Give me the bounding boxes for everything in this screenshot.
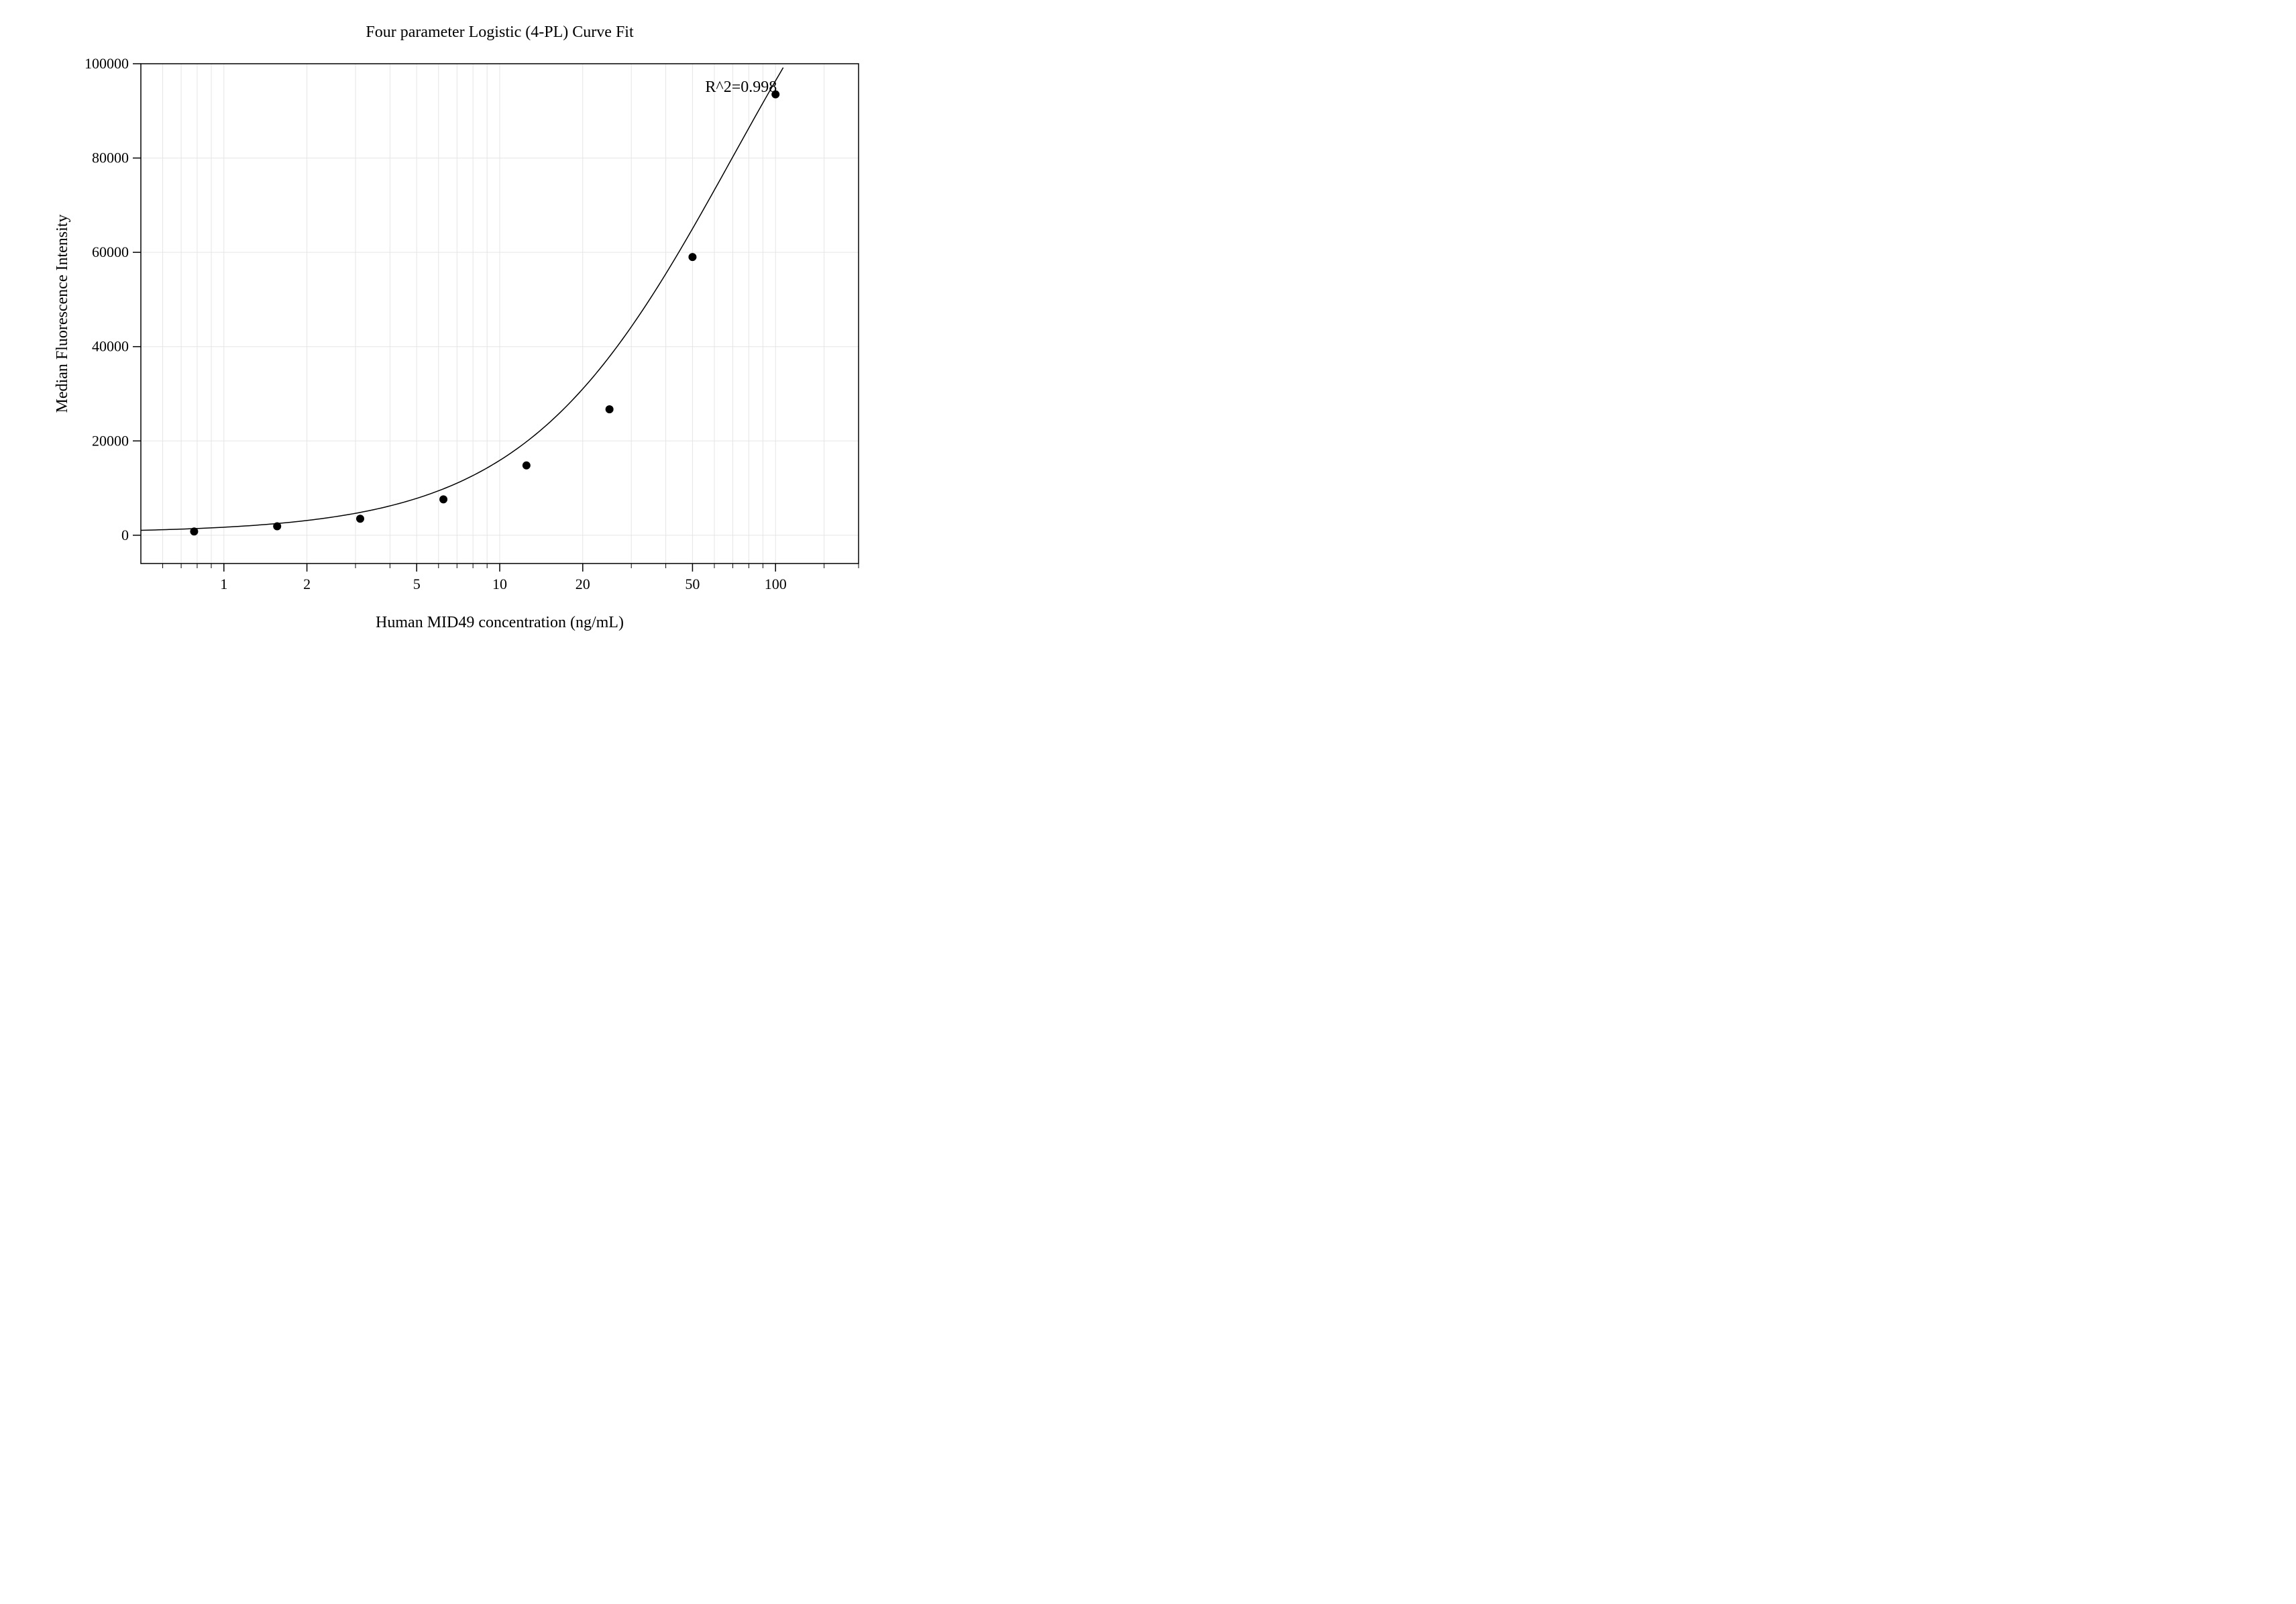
data-point <box>439 495 447 503</box>
x-tick-label: 50 <box>685 576 700 592</box>
y-tick-label: 80000 <box>92 150 129 166</box>
y-tick-label: 100000 <box>85 55 129 72</box>
y-tick-label: 0 <box>121 527 129 543</box>
r-squared-annotation: R^2=0.998 <box>705 78 777 96</box>
x-tick-label: 1 <box>220 576 227 592</box>
plot-background <box>0 0 1006 701</box>
y-tick-label: 40000 <box>92 338 129 355</box>
x-axis-label: Human MID49 concentration (ng/mL) <box>376 614 624 631</box>
chart-title: Four parameter Logistic (4-PL) Curve Fit <box>366 23 634 41</box>
y-axis-label: Median Fluorescence Intensity <box>54 215 71 413</box>
data-point <box>606 405 614 413</box>
chart-svg: 1 2 5 10 20 50 100 0 20000 40000 60000 80000 100000 F… <box>0 0 1006 701</box>
y-tick-label: 60000 <box>92 244 129 260</box>
x-tick-label: 5 <box>413 576 421 592</box>
x-tick-label: 10 <box>492 576 507 592</box>
x-tick-label: 2 <box>303 576 311 592</box>
x-tick-label: 100 <box>765 576 787 592</box>
y-tick-label: 20000 <box>92 432 129 449</box>
data-point <box>356 515 364 523</box>
chart-container: 1 2 5 10 20 50 100 0 20000 40000 60000 80000 100000 F… <box>0 0 1006 701</box>
x-tick-label: 20 <box>576 576 590 592</box>
data-point <box>190 527 198 535</box>
data-point <box>523 462 531 470</box>
data-point <box>688 253 696 261</box>
data-point <box>273 522 281 530</box>
